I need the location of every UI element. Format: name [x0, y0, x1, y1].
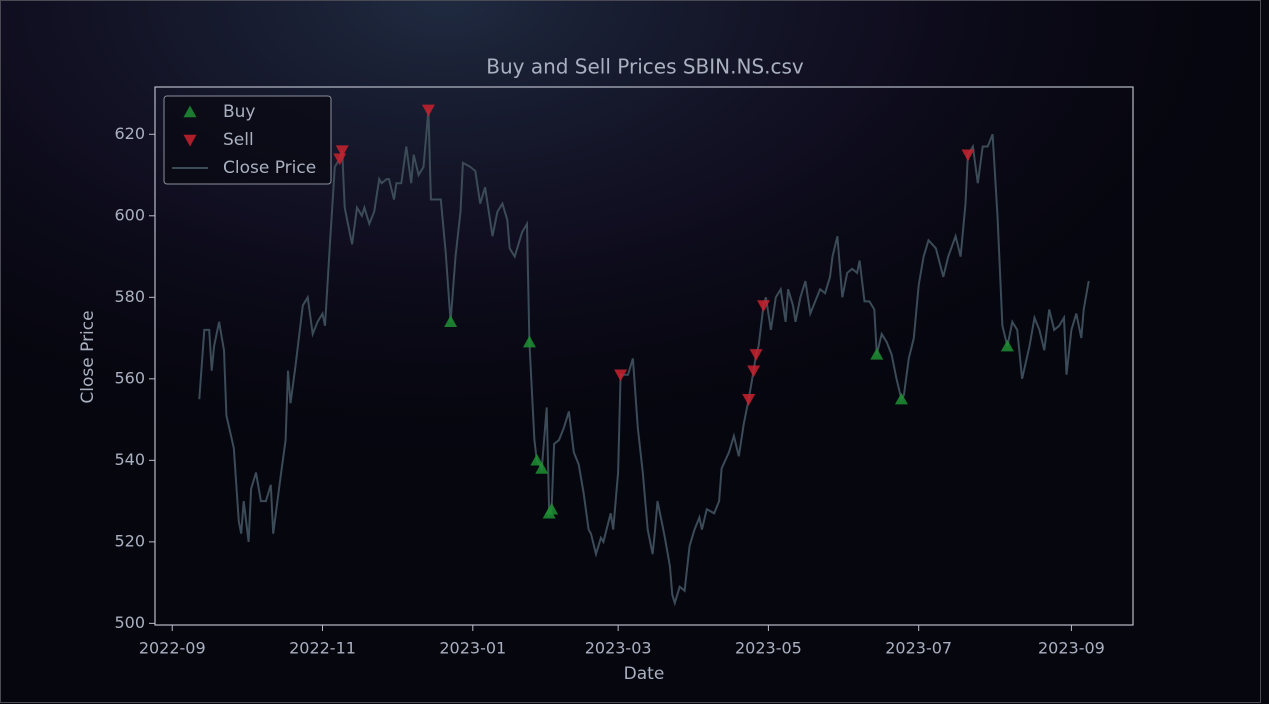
y-tick-label: 520	[114, 531, 145, 550]
sell-marker	[961, 149, 975, 162]
sell-marker	[756, 300, 770, 312]
legend-marker	[183, 105, 197, 118]
y-tick-label: 560	[114, 368, 145, 387]
sell-marker	[335, 145, 349, 158]
buy-marker	[545, 502, 559, 515]
x-tick-label: 2023-05	[735, 639, 802, 658]
plot-frame	[154, 86, 1134, 626]
x-tick-label: 2023-03	[585, 639, 652, 658]
y-tick-label: 620	[114, 124, 145, 143]
x-axis-label: Date	[624, 664, 665, 684]
buy-marker	[522, 335, 536, 348]
sell-marker	[333, 153, 347, 166]
x-tick-label: 2022-11	[289, 639, 356, 658]
x-tick-label: 2023-07	[885, 639, 952, 658]
buy-marker	[444, 315, 458, 327]
x-tick-label: 2023-01	[439, 639, 506, 658]
legend-box	[163, 95, 332, 185]
buy-marker	[870, 347, 884, 360]
legend-marker	[183, 134, 197, 147]
x-tick-label: 2022-09	[139, 639, 206, 658]
chart-title: Buy and Sell Prices SBIN.NS.csv	[486, 55, 804, 79]
y-axis-label: Close Price	[78, 310, 98, 403]
y-tick-label: 540	[114, 450, 145, 469]
buy-marker	[535, 461, 549, 474]
buy-marker	[1000, 339, 1014, 352]
sell-marker	[747, 365, 761, 378]
y-tick-label: 500	[114, 613, 145, 632]
x-tick-label: 2023-09	[1038, 639, 1105, 658]
legend-label: Buy	[223, 102, 256, 122]
buy-marker	[530, 453, 544, 466]
sell-marker	[749, 349, 763, 361]
y-tick-label: 600	[114, 205, 145, 224]
y-tick-label: 580	[114, 287, 145, 306]
sell-marker	[421, 104, 435, 117]
sell-marker	[614, 369, 628, 382]
legend-label: Close Price	[223, 158, 316, 178]
sell-marker	[742, 394, 756, 406]
legend-label: Sell	[223, 130, 254, 150]
buy-marker	[894, 392, 908, 405]
